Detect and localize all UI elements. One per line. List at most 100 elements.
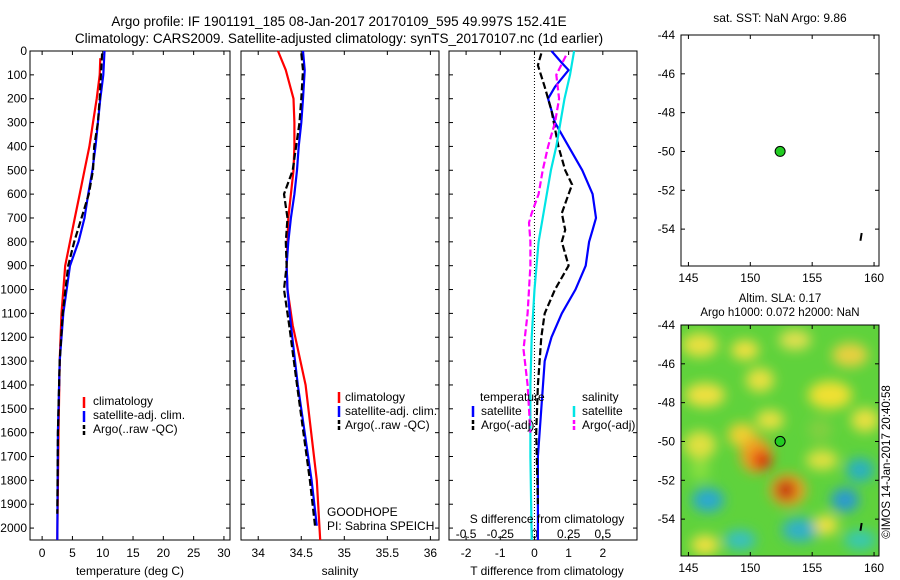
lat-tick-label: -46 (658, 67, 676, 81)
legend-label-sal-satellite: satellite (582, 404, 623, 418)
depth-tick-label: 800 (7, 235, 27, 249)
x-tick-label: 0 (531, 546, 538, 560)
sla-map-panel (680, 324, 880, 557)
sla-anomaly-blob (691, 535, 719, 555)
lat-tick-label: -44 (658, 28, 676, 42)
legend-label-temp-satellite: satellite (481, 404, 522, 418)
salinity-panel (240, 50, 440, 541)
lat-tick-label: -46 (658, 357, 676, 371)
depth-tick-label: 500 (7, 163, 27, 177)
x-tick-label: 20 (157, 546, 171, 560)
series-line-temperature-argo-adj- (535, 53, 574, 505)
x-tick-label: 25 (187, 546, 201, 560)
depth-tick-label: 600 (7, 187, 27, 201)
x-tick-label: 30 (217, 546, 231, 560)
depth-tick-label: 1200 (0, 330, 27, 344)
sla-anomaly-blob (690, 460, 710, 480)
sla-anomaly-blob (692, 488, 724, 512)
series-line-salinity-argo-adj- (522, 55, 567, 433)
depth-tick-label: 1500 (0, 402, 27, 416)
x-tick-label: 1 (565, 546, 572, 560)
x-tick-label: -2 (461, 546, 472, 560)
x-tick-label: 5 (69, 546, 76, 560)
lat-tick-label: -48 (658, 106, 676, 120)
x2-tick-label: -0.5 (456, 527, 477, 541)
sla-anomaly-blob (746, 368, 774, 392)
pi-label: PI: Sabrina SPEICH (327, 519, 434, 533)
x-tick-label: 0 (39, 546, 46, 560)
sla-anomaly-blob (808, 381, 852, 409)
lon-tick-label: 150 (740, 561, 760, 575)
sla-anomaly-blob (685, 383, 725, 407)
float-position-marker (774, 145, 786, 157)
sst-map-panel (680, 34, 880, 267)
credit-label: ©IMOS 14-Jan-2017 20:40:58 (881, 385, 893, 539)
depth-tick-label: 1000 (0, 283, 27, 297)
x-tick-label: 35 (338, 546, 352, 560)
depth-tick-label: 300 (7, 116, 27, 130)
sla-anomaly-blob (724, 530, 756, 550)
series-line-climatology (56, 58, 102, 541)
sla-anomaly-blob (851, 408, 879, 432)
temperature-legend: climatology satellite-adj. clim. Argo(..… (82, 394, 185, 436)
lat-tick-label: -52 (658, 473, 676, 487)
sla-anomaly-blob (814, 515, 838, 535)
legend-label-sal-argo: Argo(-adj) (582, 418, 635, 432)
lon-tick-label: 145 (678, 561, 698, 575)
series-line-climatology (276, 50, 322, 541)
temperature-panel (29, 50, 231, 541)
legend-label-satellite: satellite-adj. clim. (345, 404, 437, 418)
legend-label-argo: Argo(..raw -QC) (93, 422, 178, 436)
x-tick-label: -1 (495, 546, 506, 560)
lat-tick-label: -50 (658, 144, 676, 158)
x2-tick-label: 0.25 (557, 527, 581, 541)
lon-tick-label: 160 (864, 271, 884, 285)
x2-tick-label: -0.25 (487, 527, 515, 541)
sla-anomaly-blob (831, 488, 859, 512)
difference-panel (448, 50, 638, 541)
sla-anomaly-blob (844, 530, 876, 550)
salinity-legend: climatology satellite-adj. clim. Argo(..… (337, 390, 437, 432)
project-label: GOODHOPE (327, 505, 398, 519)
sla-anomaly-blob (782, 518, 818, 542)
legend-label-temp-argo: Argo(-adj) (481, 418, 534, 432)
depth-tick-label: 1700 (0, 450, 27, 464)
depth-tick-label: 1300 (0, 354, 27, 368)
sla-anomaly-blob (682, 333, 718, 357)
lon-tick-label: 145 (678, 271, 698, 285)
depth-tick-label: 700 (7, 211, 27, 225)
lat-tick-label: -54 (658, 512, 676, 526)
series-line-satellite-adj-clim- (285, 50, 318, 526)
legend-label-satellite: satellite-adj. clim. (93, 408, 185, 422)
lat-tick-label: -50 (658, 434, 676, 448)
t-difference-axis-label: T difference from climatology (470, 564, 624, 578)
depth-tick-label: 400 (7, 139, 27, 153)
sla-panel-title-1: Altim. SLA: 0.17 (739, 293, 821, 305)
depth-tick-label: 0 (20, 44, 27, 58)
depth-tick-label: 2000 (0, 521, 27, 535)
depth-tick-label: 200 (7, 92, 27, 106)
sla-anomaly-blob (779, 330, 811, 350)
legend-label-climatology: climatology (93, 394, 153, 408)
series-line-salinity-satellite (529, 50, 576, 541)
series-line-temperature-satellite (536, 50, 598, 540)
lat-tick-label: -54 (658, 222, 676, 236)
x-tick-label: 35.5 (376, 546, 400, 560)
legend-label-argo: Argo(..raw -QC) (345, 418, 430, 432)
sla-anomaly-blob (846, 458, 874, 482)
depth-tick-label: 1900 (0, 497, 27, 511)
x-tick-label: 36 (424, 546, 438, 560)
series-line-argo-raw-qc- (56, 53, 104, 514)
difference-legend: temperature salinity satellite Argo(-adj… (471, 390, 635, 432)
trajectory-mark (859, 232, 863, 241)
sla-anomaly-blob (731, 340, 759, 360)
s-difference-axis-label: S difference from climatology (470, 512, 625, 526)
sla-panel-title-2: Argo h1000: 0.072 h2000: NaN (700, 307, 859, 319)
lat-tick-label: -48 (658, 396, 676, 410)
x-tick-label: 10 (96, 546, 110, 560)
series-line-argo-raw-qc- (282, 53, 317, 526)
temperature-axis-label: temperature (deg C) (76, 564, 184, 578)
lat-tick-label: -44 (658, 318, 676, 332)
legend-header-temperature: temperature (480, 390, 545, 404)
